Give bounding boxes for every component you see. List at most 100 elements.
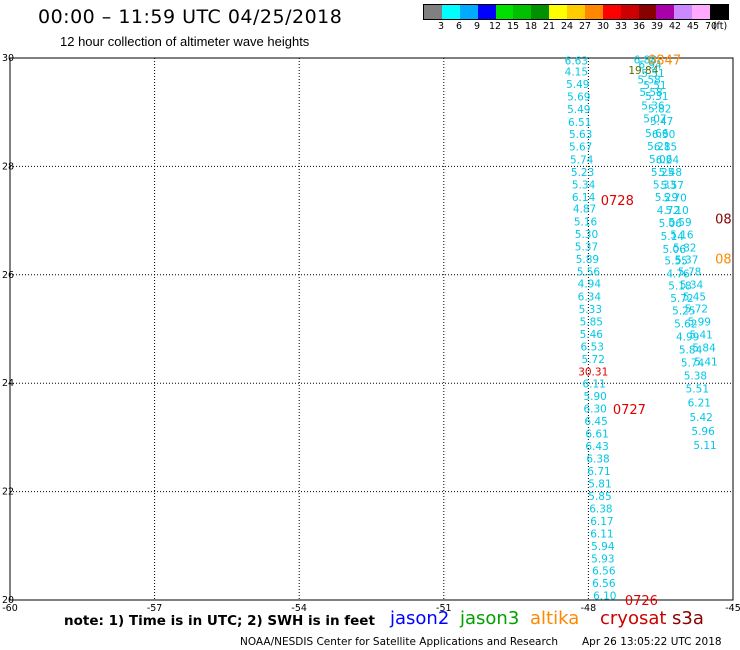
color-swatch [656,5,675,19]
wave-height-value: 6.24 [656,154,680,166]
longitude-label: -45 [725,603,740,614]
wave-height-value: 5.55 [664,256,687,268]
color-scale-legend [423,4,729,20]
wave-height-value: 5.37 [675,255,698,267]
map-axis-labels: -60 -57 -54 -51 -48 -45 30 28 26 24 22 20 [2,53,740,614]
wave-height-value: 5.06 [663,244,687,256]
wave-height-value: 5.48 [659,167,682,179]
wave-height-value: 5.70 [663,192,686,204]
wave-height-value: 6.34 [578,291,602,303]
wave-height-value: 5.14 [661,231,685,243]
wave-height-value: 5.31 [645,91,668,103]
wave-height-value: 6.88 [634,55,657,67]
wave-height-value: 6.53 [581,341,604,353]
wave-height-value: 5.18 [668,281,691,293]
latitude-label: 22 [2,487,14,498]
pass-time-labels: 0847 0728 0727 0726 08 08 [601,54,732,609]
color-swatch [549,5,567,19]
wave-height-value: 5.34 [572,179,596,191]
wave-height-value: 5.84 [692,342,716,354]
color-scale-label: 3 [437,21,445,32]
wave-height-value: 5.78 [678,267,701,279]
wave-height-value: 6.38 [586,454,609,466]
wave-height-value: 5.16 [670,230,694,242]
pass-time-label: 0847 [648,54,681,69]
wave-height-value: 5.51 [686,384,709,396]
wave-height-value: 5.99 [688,316,711,328]
wave-height-value: 5.69 [567,91,590,103]
wave-height-value: 6.94 [638,60,662,72]
page-title: 00:00 – 11:59 UTC 04/25/2018 [38,6,343,28]
wave-height-value: 6.11 [590,528,613,540]
color-scale-label: 30 [596,21,610,32]
wave-height-value: 5.06 [649,154,673,166]
wave-height-value: 6.61 [585,429,608,441]
pass-time-label: 08 [715,253,732,268]
color-scale-label: 36 [632,21,646,32]
color-scale-label: 6 [455,21,463,32]
wave-height-value: 5.82 [648,103,671,115]
wave-height-value: 4.72 [657,205,680,217]
wave-height-value: 5.49 [566,79,589,91]
color-scale-label: 42 [668,21,682,32]
color-swatch [441,5,460,19]
wave-height-value: 5.58 [637,75,660,87]
color-swatch [531,5,550,19]
color-swatch [513,5,532,19]
wave-height-value: 5.72 [670,293,693,305]
color-scale-label: 18 [524,21,538,32]
wave-height-value: 5.36 [641,101,665,113]
wave-height-observations: 6.634.155.495.695.496.515.635.675.745.23… [565,55,718,603]
color-swatch [638,5,657,19]
latitude-label: 26 [2,270,14,281]
satellite-altika-label: altika [530,608,580,629]
longitude-label: -51 [436,603,452,614]
wave-height-value: 5.07 [643,114,666,126]
wave-height-value: 5.38 [684,371,707,383]
wave-height-value: 5.11 [693,440,716,452]
wave-height-value: 4.76 [666,269,690,281]
color-scale-label: 15 [506,21,520,32]
wave-height-value: 5.89 [576,254,599,266]
wave-height-value: 5.47 [650,116,673,128]
wave-height-value: 6.14 [572,192,596,204]
wave-height-value: 5.25 [672,306,695,318]
wave-height-value: 5.42 [689,412,712,424]
wave-height-value: 5.58 [639,87,662,99]
wave-height-value: 5.33 [653,179,676,191]
map-frame [9,57,734,601]
wave-height-value: 5.06 [659,218,683,230]
wave-height-value: 4.94 [578,278,602,290]
color-scale-label: 12 [488,21,502,32]
wave-height-value: 5.57 [661,180,684,192]
color-swatch [620,5,639,19]
wave-height-value: 6.45 [584,416,607,428]
wave-height-value: 5.10 [665,205,688,217]
page-subtitle: 12 hour collection of altimeter wave hei… [60,34,310,49]
wave-height-value: 5.90 [583,391,606,403]
color-swatch [674,5,693,19]
color-scale-label: 27 [578,21,592,32]
longitude-label: -48 [581,603,597,614]
wave-height-value: 5.34 [680,280,704,292]
wave-height-value: 5.16 [574,217,598,229]
wave-height-value: 5.46 [580,329,604,341]
wave-height-value: 6.10 [593,591,616,603]
wave-height-value: 4.15 [565,67,588,79]
wave-height-value: 30.31 [578,366,608,378]
latitude-label: 30 [2,53,14,64]
wave-height-value: 5.33 [579,304,602,316]
wave-height-value: 6.11 [582,379,605,391]
latitude-label: 20 [2,595,14,606]
wave-height-value: 5.84 [679,345,703,357]
wave-height-value: 5.45 [683,291,706,303]
longitude-label: -60 [2,603,18,614]
wave-height-value: 5.37 [575,242,598,254]
wave-height-value: 5.29 [655,192,678,204]
wave-height-value: 19.84 [628,65,658,77]
wave-height-value: 6.56 [592,566,616,578]
color-scale-label: 45 [686,21,700,32]
satellite-s3a-label: s3a [672,608,704,629]
wave-height-value: 6.21 [688,398,711,410]
